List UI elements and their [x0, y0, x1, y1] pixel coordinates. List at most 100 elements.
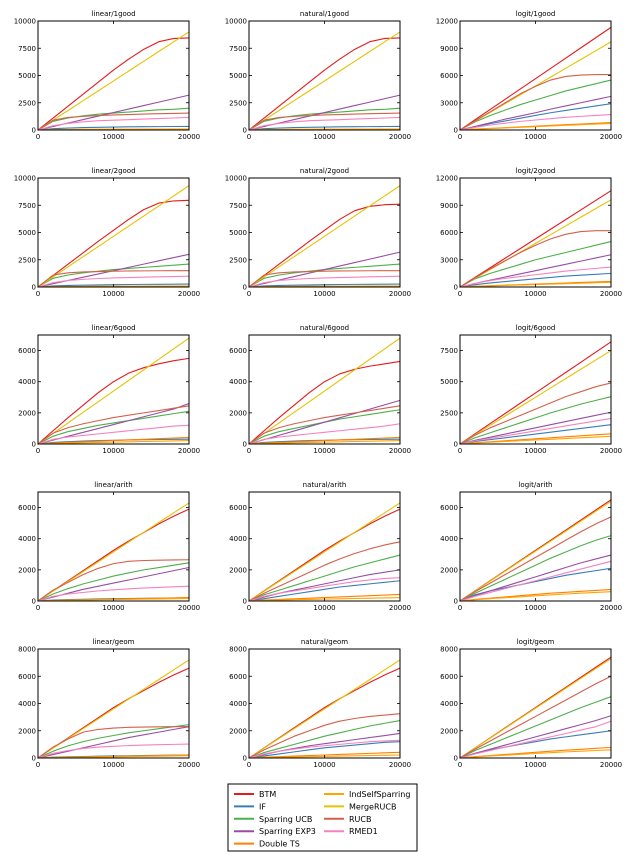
x-tick-label: 20000	[178, 290, 200, 298]
x-tick-label: 20000	[600, 133, 622, 141]
x-tick-label: 20000	[600, 290, 622, 298]
y-tick-label: 2000	[440, 566, 458, 574]
y-tick-label: 0	[454, 284, 458, 292]
y-tick-label: 8000	[18, 646, 36, 654]
x-tick-label: 10000	[313, 447, 335, 455]
plot-frame	[38, 492, 189, 601]
x-tick-label: 0	[247, 290, 251, 298]
y-tick-label: 0	[454, 127, 458, 135]
series-line-sparring-ucb	[249, 264, 400, 287]
y-tick-label: 6000	[229, 347, 247, 355]
series-line-sparring-ucb	[460, 242, 611, 287]
x-tick-label: 20000	[600, 761, 622, 769]
y-tick-label: 5000	[18, 229, 36, 237]
y-tick-label: 9000	[440, 202, 458, 210]
y-tick-label: 4000	[18, 378, 36, 386]
chart-panel-natural-2good: natural/2good0 10000 200000250050007500100…	[225, 167, 411, 298]
y-tick-label: 7500	[18, 45, 36, 53]
x-tick-label: 0	[36, 133, 40, 141]
x-tick-label: 0	[36, 447, 40, 455]
y-tick-label: 2000	[18, 727, 36, 735]
series-line-mergerucb	[38, 186, 189, 287]
y-tick-label: 7500	[229, 202, 247, 210]
y-tick-label: 5000	[18, 72, 36, 80]
y-tick-label: 10000	[225, 175, 247, 183]
y-tick-label: 2000	[440, 727, 458, 735]
series-line-btm	[249, 361, 400, 444]
panel-title: natural/6good	[300, 324, 349, 332]
series-line-sparring-ucb	[249, 555, 400, 601]
legend-label: RUCB	[349, 815, 372, 824]
chart-panel-logit-6good: logit/6good 0 10000 20000 0 2500 5000 7500	[440, 324, 622, 455]
series-line-mergerucb	[249, 186, 400, 287]
y-tick-label: 0	[243, 127, 247, 135]
x-tick-label: 10000	[524, 290, 546, 298]
x-tick-label: 10000	[313, 761, 335, 769]
panel-title: logit/2good	[516, 167, 556, 175]
chart-panel-natural-6good: natural/6good 0 10000 20000 0 2000 4000 6000	[229, 324, 411, 455]
figure: linear/1good0 10000 2000002500500075001000…	[0, 0, 629, 863]
x-tick-label: 0	[458, 761, 462, 769]
x-tick-label: 20000	[178, 133, 200, 141]
plot-frame	[460, 21, 611, 130]
chart-panel-natural-1good: natural/1good0 10000 200000250050007500100…	[225, 10, 411, 141]
chart-panel-logit-2good: logit/2good0 10000 20000030006000900012000	[436, 167, 622, 298]
panel-title: linear/geom	[92, 638, 134, 646]
y-tick-label: 6000	[229, 673, 247, 681]
series-line-mergerucb	[249, 338, 400, 444]
y-tick-label: 6000	[440, 504, 458, 512]
y-tick-label: 7500	[440, 347, 458, 355]
y-tick-label: 2500	[18, 99, 36, 107]
plot-frame	[38, 649, 189, 758]
x-tick-label: 10000	[524, 447, 546, 455]
series-line-btm	[249, 204, 400, 287]
series-line-mergerucb	[460, 351, 611, 444]
y-tick-label: 4000	[440, 700, 458, 708]
y-tick-label: 4000	[440, 535, 458, 543]
y-tick-label: 2500	[18, 256, 36, 264]
y-tick-label: 6000	[440, 673, 458, 681]
series-line-sparring-ucb	[38, 264, 189, 287]
y-tick-label: 2500	[229, 99, 247, 107]
y-tick-label: 5000	[229, 72, 247, 80]
x-tick-label: 20000	[389, 604, 411, 612]
y-tick-label: 2500	[440, 409, 458, 417]
chart-panel-linear-6good: linear/6good0 10000 200000200040006000	[18, 324, 200, 455]
plot-frame	[460, 492, 611, 601]
y-tick-label: 4000	[18, 700, 36, 708]
y-tick-label: 9000	[440, 45, 458, 53]
x-tick-label: 0	[36, 290, 40, 298]
legend-label: BTM	[259, 790, 276, 799]
x-tick-label: 0	[36, 604, 40, 612]
x-tick-label: 10000	[313, 604, 335, 612]
y-tick-label: 3000	[440, 99, 458, 107]
legend-label: RMED1	[349, 827, 378, 836]
x-tick-label: 10000	[524, 133, 546, 141]
series-line-btm	[38, 358, 189, 444]
legend-label: IF	[259, 802, 266, 811]
legend-label: Double TS	[259, 840, 300, 849]
y-tick-label: 0	[243, 284, 247, 292]
x-tick-label: 10000	[102, 604, 124, 612]
y-tick-label: 12000	[436, 18, 458, 26]
y-tick-label: 2000	[229, 727, 247, 735]
chart-panel-linear-1good: linear/1good 0 10000 20000 0 2500 5000 7500 1000…	[14, 10, 200, 141]
series-line-btm	[460, 342, 611, 444]
legend-label: MergeRUCB	[349, 802, 396, 811]
y-tick-label: 6000	[18, 347, 36, 355]
x-tick-label: 10000	[313, 290, 335, 298]
x-tick-label: 20000	[600, 447, 622, 455]
y-tick-label: 7500	[229, 45, 247, 53]
y-tick-label: 10000	[225, 18, 247, 26]
series-line-sparring-exp3	[249, 400, 400, 444]
x-tick-label: 20000	[389, 447, 411, 455]
series-line-sparring-exp3	[38, 568, 189, 601]
x-tick-label: 10000	[313, 133, 335, 141]
y-tick-label: 0	[32, 441, 36, 449]
y-tick-label: 3000	[440, 256, 458, 264]
panel-title: logit/1good	[516, 10, 556, 18]
panel-title: logit/6good	[516, 324, 556, 332]
x-tick-label: 0	[36, 761, 40, 769]
y-tick-label: 8000	[229, 646, 247, 654]
x-tick-label: 20000	[600, 604, 622, 612]
